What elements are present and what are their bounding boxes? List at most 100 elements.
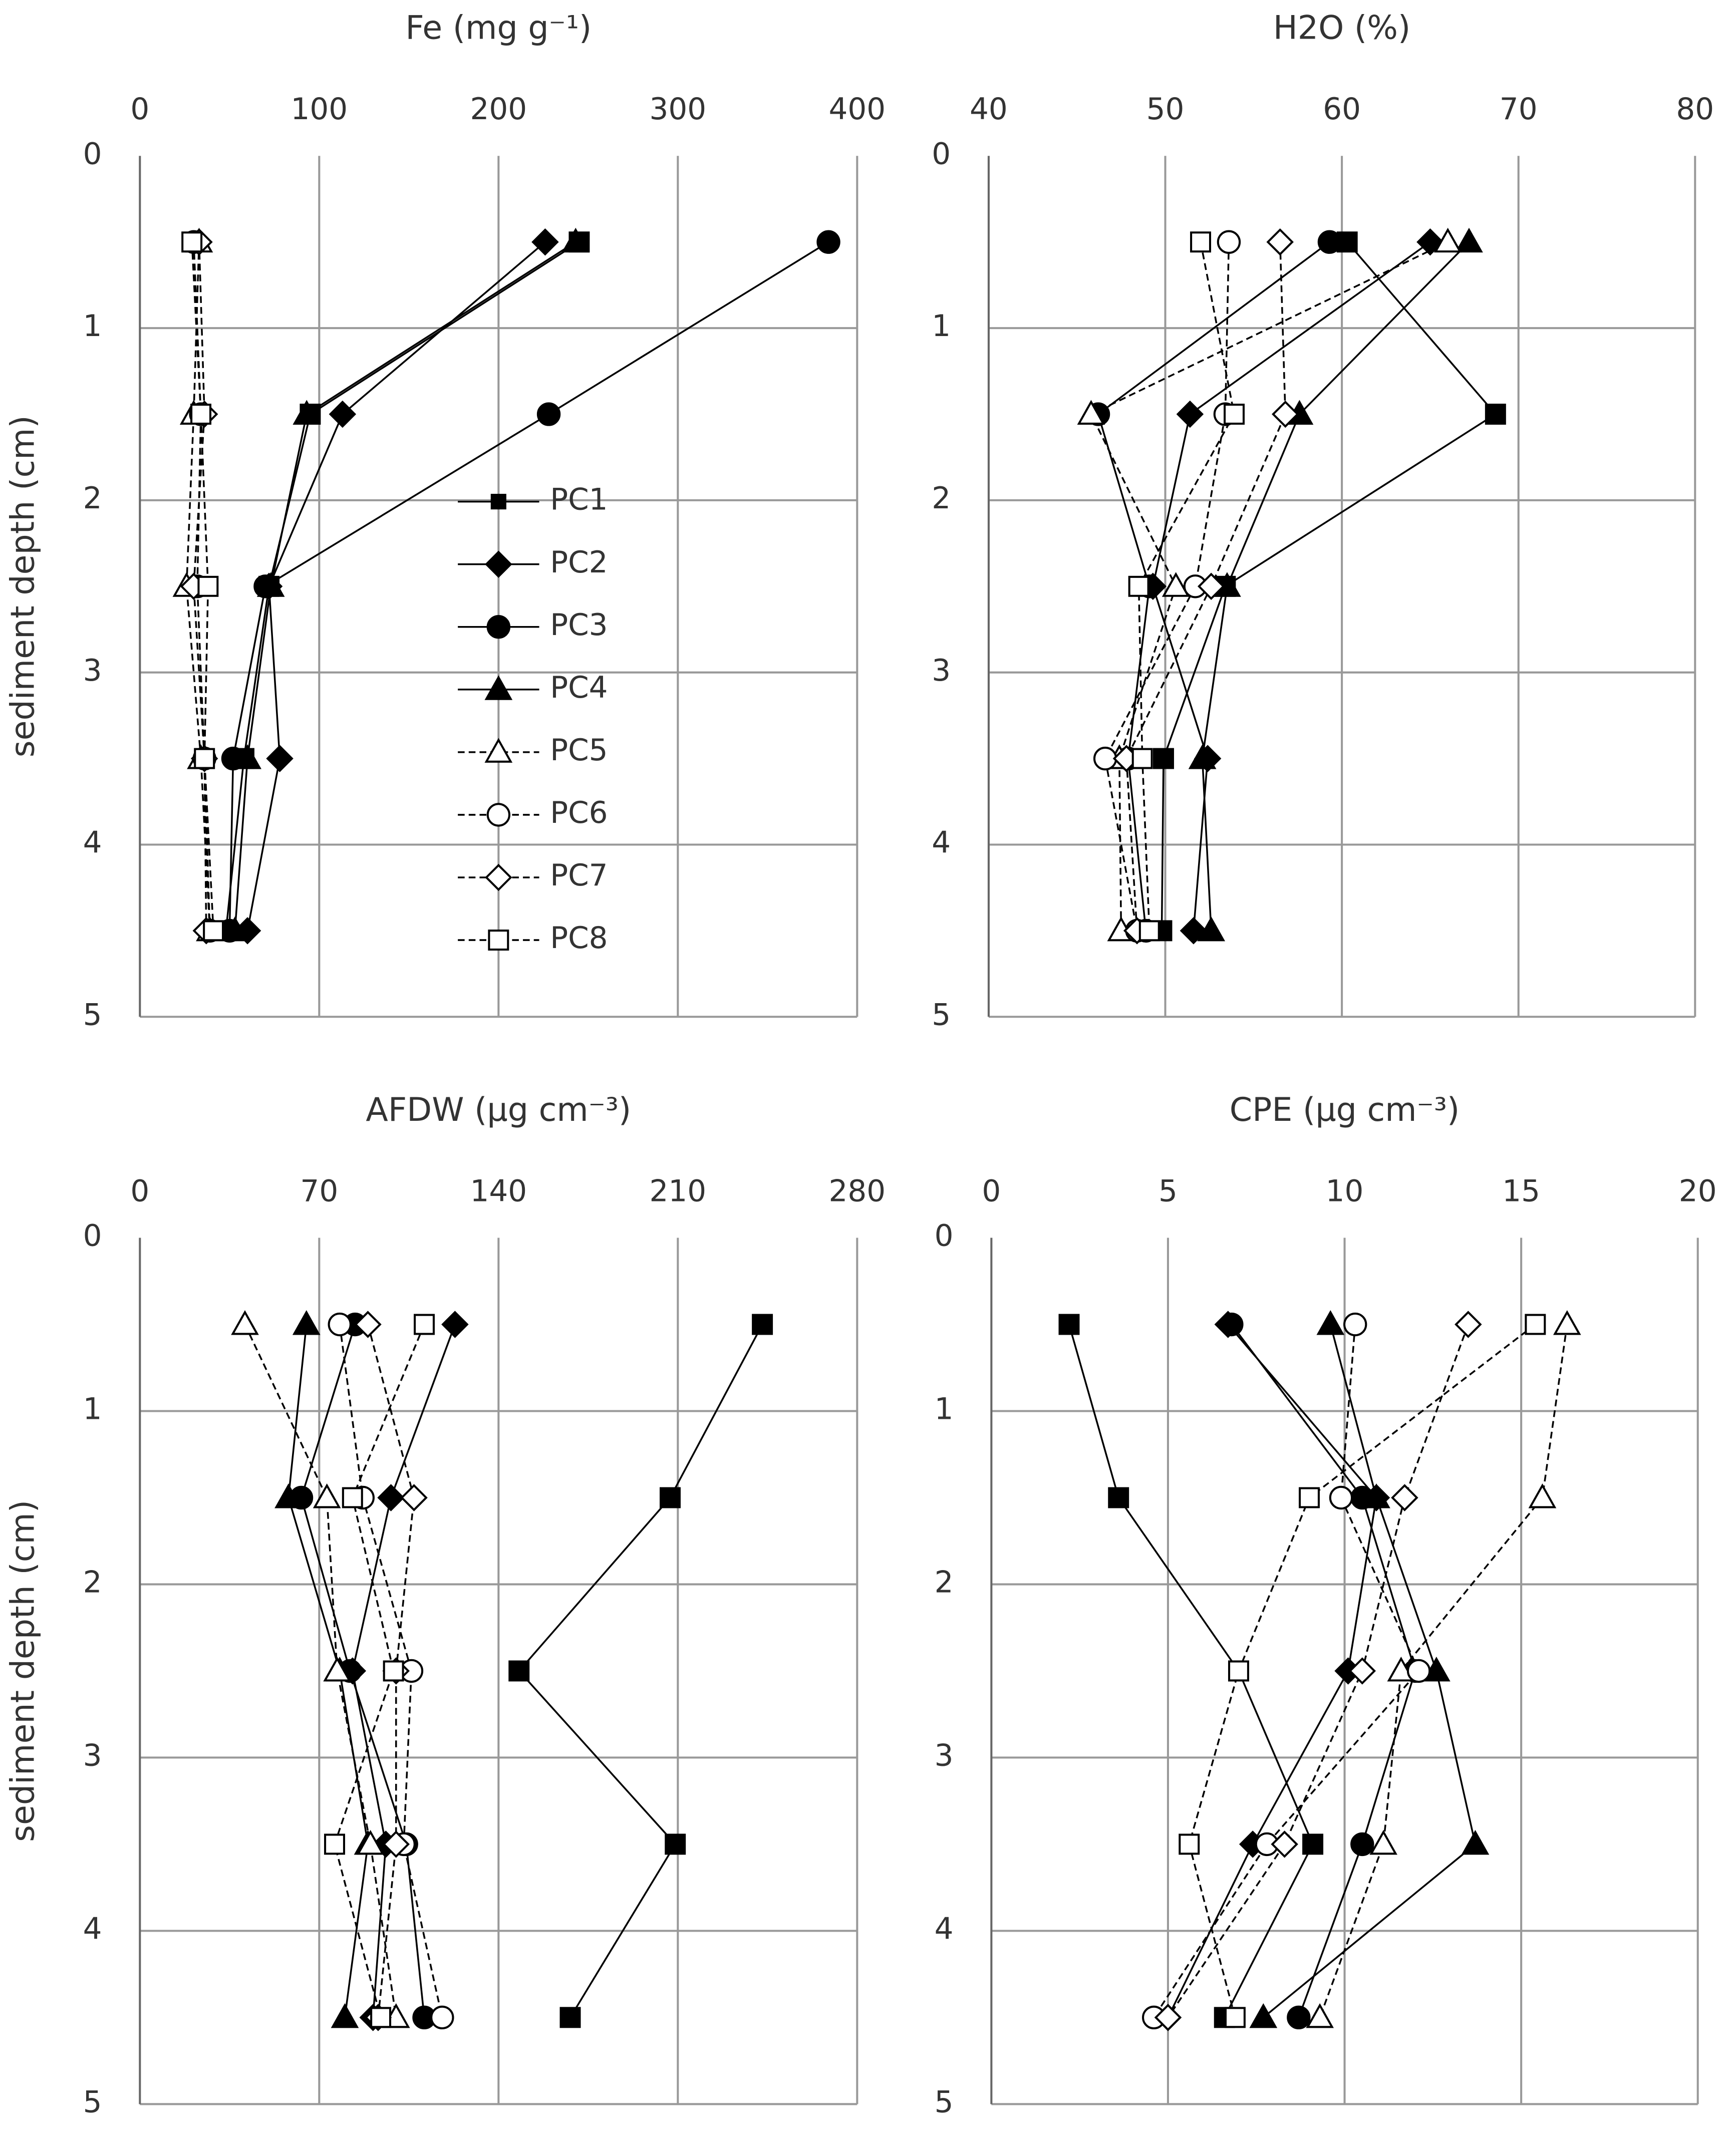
data-point	[1224, 404, 1245, 425]
legend-marker	[485, 863, 512, 891]
data-point	[1369, 1829, 1397, 1855]
series-line	[1068, 1324, 1314, 2018]
data-point	[1162, 572, 1190, 597]
x-tick-label: 70	[1500, 92, 1538, 127]
x-tick-label: 20	[1679, 1174, 1717, 1208]
data-point	[329, 400, 357, 428]
data-point	[1224, 2007, 1246, 2028]
legend-label: PC4	[550, 671, 608, 705]
data-point	[377, 1484, 405, 1511]
data-point	[1180, 917, 1208, 945]
legend-label: PC2	[550, 545, 608, 580]
data-point	[1455, 227, 1483, 253]
legend-label: PC8	[550, 921, 608, 956]
series-line	[244, 1324, 397, 2018]
series-line	[1104, 242, 1230, 931]
data-point	[665, 1834, 686, 1855]
series	[1188, 227, 1483, 942]
y-axis-label: sediment depth (cm)	[4, 415, 42, 757]
series-line	[191, 242, 214, 931]
y-tick-label: 5	[932, 998, 951, 1032]
y-tick-label: 0	[83, 137, 102, 171]
series-line	[1201, 241, 1470, 931]
data-point	[1179, 1834, 1200, 1855]
data-point	[1525, 1314, 1546, 1335]
series-line	[1319, 1324, 1568, 2018]
y-tick-label: 2	[935, 1566, 954, 1600]
data-point	[1128, 575, 1149, 597]
x-tick-label: 50	[1146, 92, 1185, 127]
data-point	[354, 1311, 382, 1338]
data-point	[414, 1314, 435, 1335]
data-point	[331, 2003, 359, 2028]
data-point	[1287, 2005, 1311, 2030]
data-point	[559, 2007, 581, 2028]
x-tick-label: 40	[970, 92, 1008, 127]
data-point	[274, 1483, 303, 1508]
data-point	[531, 228, 559, 256]
data-point	[1197, 572, 1225, 600]
data-point	[1317, 230, 1342, 254]
data-point	[231, 1310, 259, 1335]
chart-title: H2O (%)	[1273, 10, 1410, 47]
data-point	[1553, 1310, 1581, 1335]
y-tick-label: 4	[83, 826, 102, 860]
y-tick-label: 1	[935, 1392, 954, 1427]
y-tick-label: 1	[83, 1392, 102, 1427]
series	[181, 231, 224, 942]
y-tick-label: 1	[932, 309, 951, 344]
x-tick-label: 80	[1676, 92, 1714, 127]
data-point	[342, 1487, 363, 1508]
data-point	[356, 1829, 385, 1855]
x-tick-label: 60	[1323, 92, 1361, 127]
legend-label: PC6	[550, 796, 608, 830]
x-tick-label: 100	[291, 92, 348, 127]
data-point	[1131, 748, 1153, 769]
y-tick-label: 1	[83, 309, 102, 344]
series-line	[517, 1324, 763, 2018]
chart-title: AFDW (µg cm⁻³)	[366, 1091, 631, 1129]
series-line	[339, 1324, 443, 2018]
x-tick-label: 200	[470, 92, 527, 127]
data-point	[328, 1312, 352, 1337]
legend-marker	[484, 675, 513, 700]
data-point	[561, 227, 590, 253]
x-tick-label: 0	[130, 1174, 149, 1208]
data-point	[1153, 748, 1174, 769]
data-point	[1217, 230, 1241, 254]
series-line	[192, 242, 207, 931]
legend-marker	[488, 930, 509, 951]
data-point	[536, 402, 561, 426]
data-point	[383, 1660, 404, 1682]
data-point	[292, 1310, 321, 1335]
data-point	[1455, 1311, 1482, 1338]
data-point	[1058, 1314, 1080, 1335]
legend-marker	[486, 615, 511, 639]
data-point	[203, 920, 224, 942]
data-point	[266, 745, 294, 772]
x-tick-label: 10	[1326, 1174, 1364, 1208]
data-point	[221, 916, 249, 942]
series	[217, 230, 840, 943]
data-point	[313, 1483, 341, 1508]
data-point	[181, 231, 203, 253]
y-tick-label: 0	[932, 137, 951, 171]
data-point	[1272, 400, 1299, 428]
data-point	[1299, 1487, 1320, 1508]
data-point	[1343, 1312, 1367, 1337]
series	[508, 1314, 773, 2028]
legend-label: PC3	[550, 608, 608, 643]
x-tick-label: 140	[470, 1174, 527, 1208]
y-tick-label: 5	[935, 2085, 954, 2119]
data-point	[1485, 404, 1506, 425]
y-tick-label: 5	[83, 998, 102, 1032]
data-point	[1249, 2003, 1278, 2028]
data-point	[1348, 1657, 1376, 1685]
data-point	[1138, 920, 1160, 942]
series	[1128, 231, 1245, 942]
data-point	[1391, 1484, 1418, 1511]
data-point	[1197, 916, 1226, 942]
data-point	[1350, 1832, 1374, 1857]
data-point	[1271, 1830, 1298, 1858]
